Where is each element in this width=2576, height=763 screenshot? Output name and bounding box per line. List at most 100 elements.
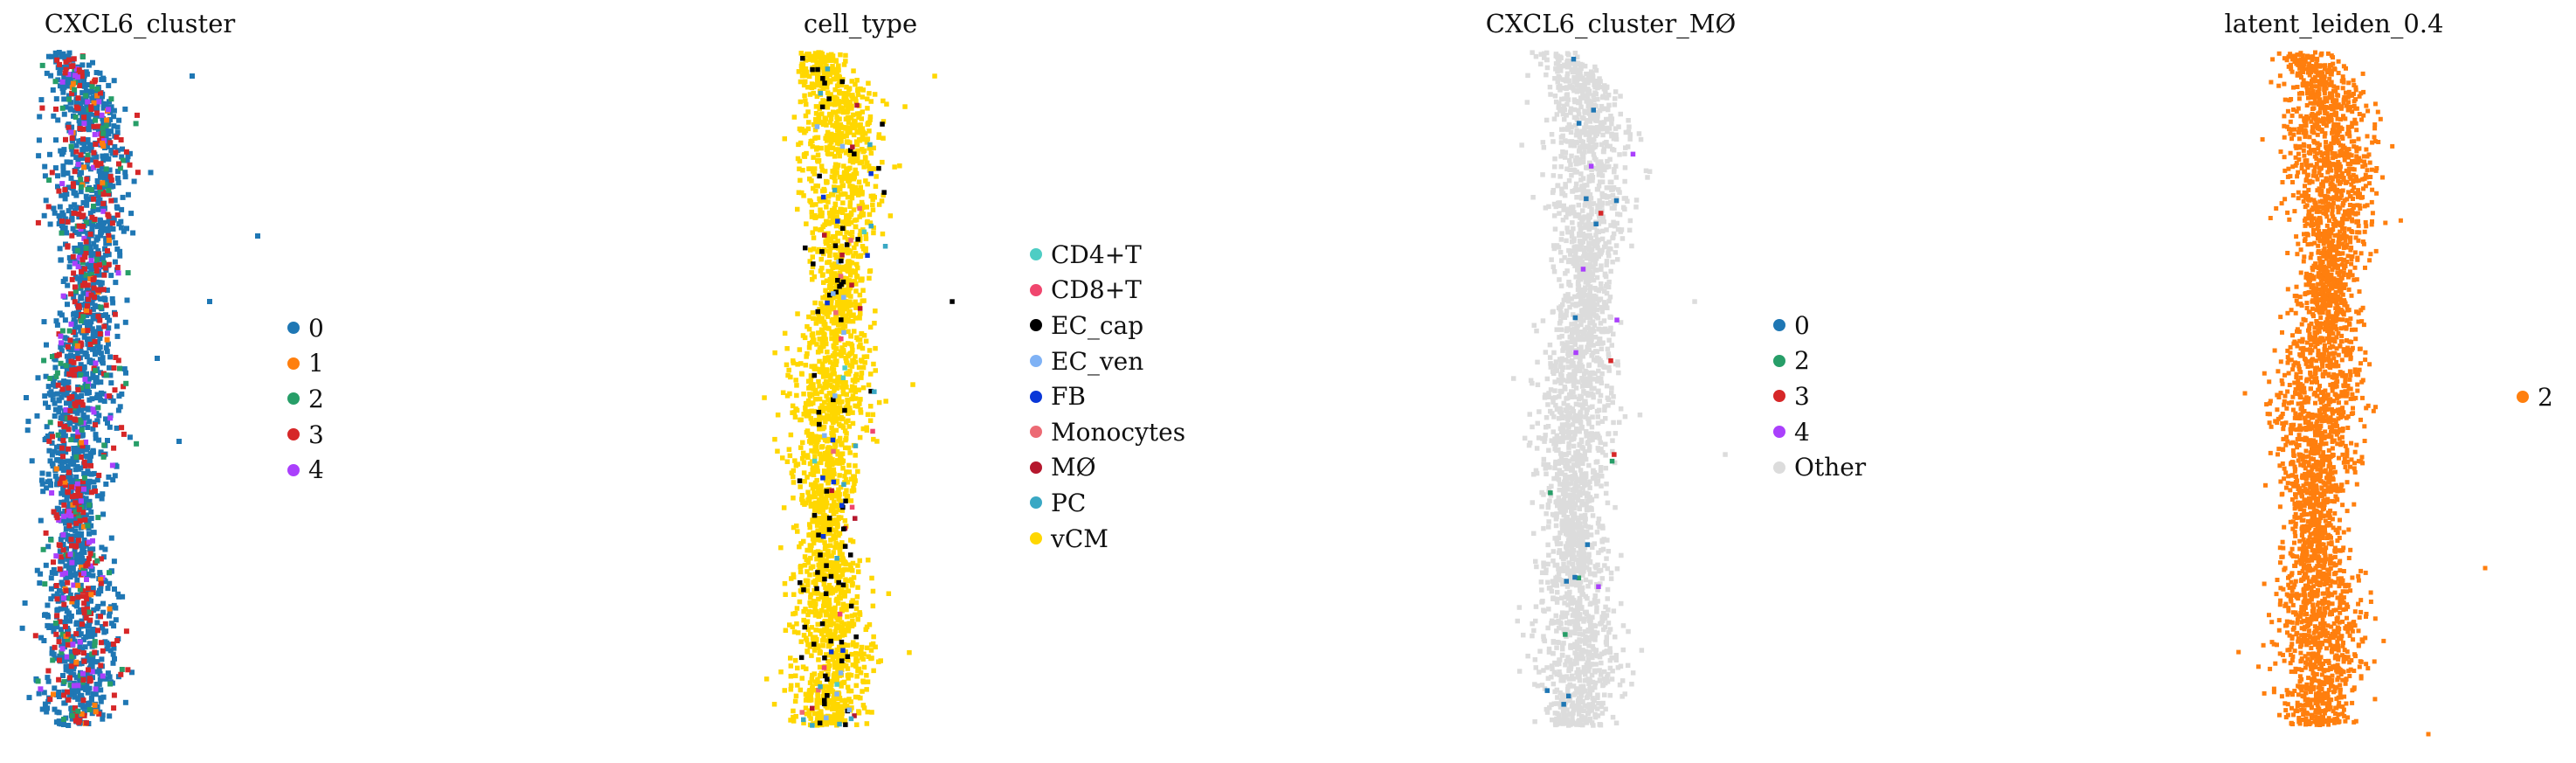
scatter-point <box>823 585 828 590</box>
scatter-point <box>69 559 75 565</box>
scatter-point <box>111 78 117 84</box>
scatter-point <box>815 152 821 158</box>
scatter-point <box>104 117 110 123</box>
scatter-point <box>841 350 846 356</box>
scatter-point <box>70 634 76 640</box>
scatter-point <box>844 392 849 397</box>
scatter-point <box>782 330 788 336</box>
scatter-point <box>88 509 94 515</box>
scatter-point <box>811 235 817 240</box>
scatter-point <box>64 392 70 398</box>
scatter-point <box>79 440 84 446</box>
scatter-point <box>75 697 81 703</box>
scatter-point <box>63 482 69 489</box>
scatter-point <box>861 164 867 170</box>
scatter-point <box>813 104 819 109</box>
scatter-point <box>95 200 101 206</box>
scatter-point <box>846 657 851 663</box>
scatter-point <box>813 321 819 326</box>
scatter-point <box>866 382 872 388</box>
scatter-point <box>818 709 824 714</box>
scatter-point <box>861 148 867 154</box>
scatter-point <box>61 502 67 508</box>
scatter-point <box>791 524 797 531</box>
scatter-point <box>119 425 125 431</box>
scatter-point <box>876 399 882 406</box>
scatter-point <box>859 648 864 654</box>
scatter-point <box>830 64 835 69</box>
scatter-point <box>836 421 842 427</box>
scatter-point <box>830 67 835 73</box>
scatter-point <box>48 596 54 602</box>
scatter-point <box>872 321 877 326</box>
legend-item: 3 <box>287 417 324 453</box>
scatter-point <box>853 354 858 359</box>
scatter-point <box>73 500 79 506</box>
scatter-point <box>818 670 825 676</box>
scatter-point <box>813 202 818 207</box>
scatter-point <box>836 704 842 710</box>
scatter-point <box>824 218 829 225</box>
scatter-point <box>821 635 826 640</box>
scatter-point <box>805 489 811 495</box>
scatter-point <box>90 627 96 632</box>
scatter-point <box>80 328 86 334</box>
scatter-point <box>812 397 818 402</box>
scatter-point <box>818 308 825 314</box>
scatter-point <box>837 673 843 678</box>
scatter-point <box>63 667 69 673</box>
scatter-point <box>100 157 107 163</box>
scatter-point <box>860 426 866 432</box>
scatter-point <box>64 654 70 660</box>
legend-label: 4 <box>308 455 324 485</box>
scatter-point <box>832 252 838 258</box>
scatter-point <box>44 485 50 491</box>
scatter-point <box>114 134 120 140</box>
scatter-point <box>57 657 62 663</box>
scatter-point <box>1568 607 1574 612</box>
scatter-point <box>52 570 59 576</box>
scatter-point <box>818 628 823 634</box>
scatter-point <box>43 373 49 379</box>
scatter-point <box>819 594 825 600</box>
scatter-point <box>807 198 812 204</box>
scatter-point <box>880 121 885 127</box>
scatter-point <box>47 376 53 381</box>
scatter-point <box>135 170 141 176</box>
legend-item: CD4+T <box>1030 237 1185 273</box>
scatter-point <box>51 628 57 635</box>
scatter-point <box>91 479 97 485</box>
scatter-point <box>25 419 31 425</box>
scatter-point <box>851 68 856 73</box>
scatter-point <box>54 352 60 358</box>
scatter-point <box>86 621 93 627</box>
scatter-point <box>90 449 96 455</box>
scatter-point <box>1570 613 1576 618</box>
scatter-point <box>98 218 103 224</box>
scatter-point <box>68 513 74 519</box>
scatter-point <box>107 415 114 421</box>
scatter-point <box>98 350 104 357</box>
scatter-point <box>52 400 58 406</box>
scatter-point <box>73 114 79 120</box>
scatter-point <box>93 422 99 428</box>
scatter-point <box>853 516 858 521</box>
scatter-point <box>815 692 820 697</box>
scatter-point <box>829 207 835 213</box>
scatter-point <box>859 116 864 121</box>
scatter-point <box>804 221 809 226</box>
scatter-point <box>806 411 811 417</box>
scatter-point <box>1582 545 1588 551</box>
scatter-point <box>847 102 853 108</box>
scatter-point <box>849 282 854 288</box>
scatter-point <box>853 606 860 612</box>
scatter-point <box>840 458 846 464</box>
scatter-point <box>112 387 118 393</box>
scatter-point <box>61 722 66 727</box>
scatter-point <box>853 224 859 230</box>
scatter-point <box>1567 327 1573 332</box>
scatter-point <box>824 489 830 494</box>
scatter-point <box>85 341 91 347</box>
scatter-point <box>96 472 102 478</box>
scatter-point <box>794 383 799 388</box>
